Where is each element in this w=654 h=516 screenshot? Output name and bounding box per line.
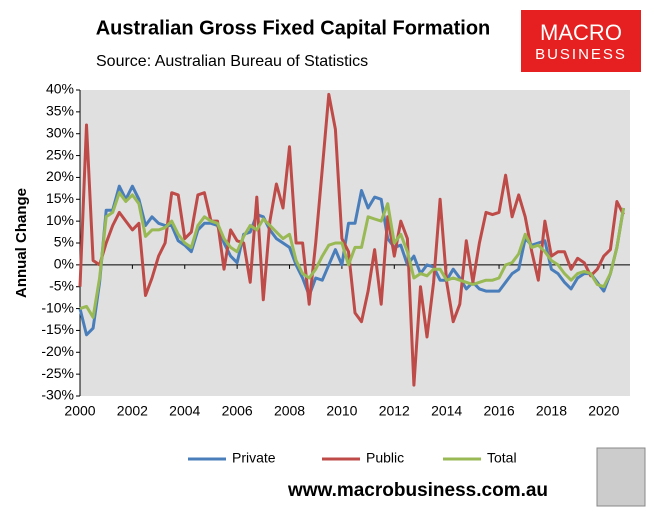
x-tick-label: 2010 (326, 403, 357, 419)
y-tick-label: 25% (46, 146, 74, 162)
chart-title: Australian Gross Fixed Capital Formation (96, 17, 491, 39)
series-line (78, 92, 625, 387)
y-tick-label: 35% (46, 103, 74, 119)
logo-text: BUSINESS (535, 46, 627, 63)
y-tick-label: 30% (46, 124, 74, 140)
y-tick-label: -10% (41, 299, 74, 315)
x-tick-label: 2018 (536, 403, 567, 419)
wolf-icon (596, 447, 646, 507)
footer: www.macrobusiness.com.au (287, 480, 548, 501)
x-tick-label: 2000 (64, 403, 95, 419)
y-tick-label: 10% (46, 212, 74, 228)
y-tick-label: 5% (54, 234, 74, 250)
y-tick-label: -20% (41, 343, 74, 359)
series-line (79, 191, 625, 319)
legend-label: Public (366, 450, 404, 466)
y-tick-label: -5% (49, 277, 74, 293)
x-tick-label: 2016 (483, 403, 514, 419)
y-tick-label: -15% (41, 321, 74, 337)
y-tick-label: 0% (54, 256, 74, 272)
y-tick-label: -30% (41, 387, 74, 403)
y-tick-label: 20% (46, 168, 74, 184)
y-axis-label: Annual Change (13, 188, 30, 298)
logo-box (521, 10, 641, 72)
y-tick-label: 40% (46, 81, 74, 97)
series-line (78, 184, 625, 337)
x-tick-label: 2002 (117, 403, 148, 419)
chart-subtitle: Source: Australian Bureau of Statistics (96, 53, 368, 70)
x-tick-label: 2006 (222, 403, 253, 419)
y-tick-label: -25% (41, 365, 74, 381)
x-tick-label: 2014 (431, 403, 462, 419)
x-tick-label: 2020 (588, 403, 619, 419)
legend-label: Total (487, 450, 517, 466)
x-tick-label: 2008 (274, 403, 305, 419)
x-tick-label: 2012 (379, 403, 410, 419)
y-tick-label: 15% (46, 190, 74, 206)
logo-text: MACRO (540, 20, 622, 45)
legend-label: Private (232, 450, 276, 466)
x-tick-label: 2004 (169, 403, 200, 419)
